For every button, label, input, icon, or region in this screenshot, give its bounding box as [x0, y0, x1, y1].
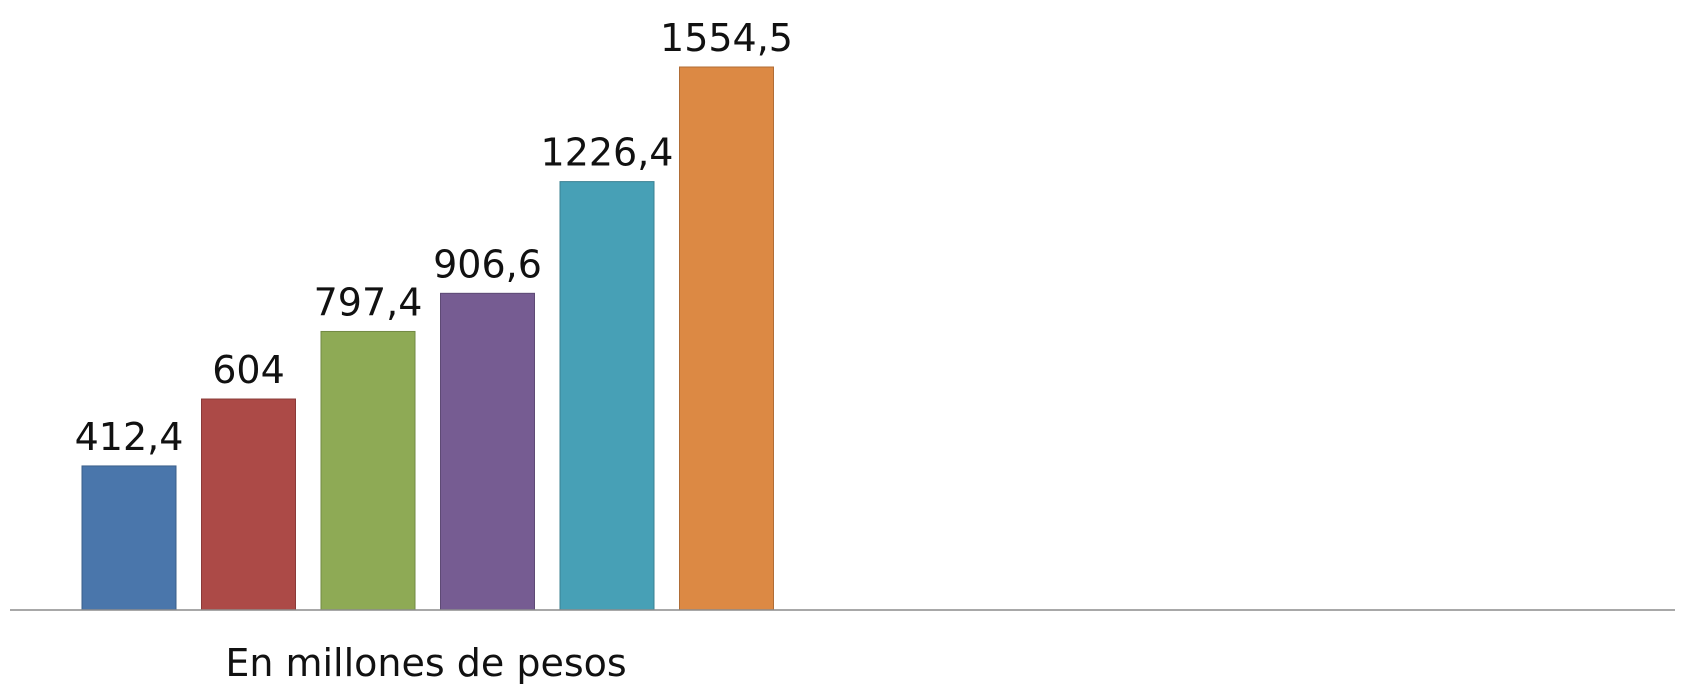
- bar-6: [679, 66, 774, 611]
- bar-3: [320, 330, 416, 611]
- data-label-3: 797,4: [314, 280, 423, 324]
- data-label-6: 1554,5: [660, 16, 793, 60]
- data-label-1: 412,4: [75, 415, 184, 459]
- x-axis-label: En millones de pesos: [225, 641, 626, 685]
- bar-2: [201, 398, 296, 611]
- data-label-5: 1226,4: [541, 131, 674, 175]
- data-label-4: 906,6: [433, 242, 542, 286]
- bar-1: [81, 465, 177, 611]
- bar-5: [559, 181, 655, 611]
- bars-group: [81, 66, 774, 611]
- bar-4: [440, 292, 535, 611]
- data-label-2: 604: [212, 348, 285, 392]
